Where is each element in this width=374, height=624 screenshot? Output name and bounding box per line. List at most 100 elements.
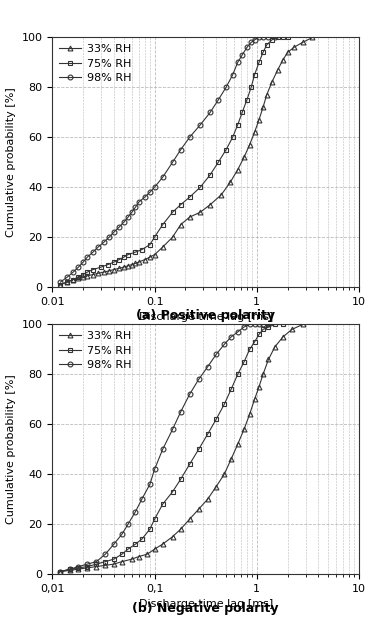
33% RH xyxy=(247,141,252,149)
98% RH xyxy=(261,34,265,41)
75% RH xyxy=(133,540,138,548)
33% RH xyxy=(81,273,85,281)
98% RH xyxy=(126,520,130,528)
75% RH xyxy=(122,253,126,261)
98% RH xyxy=(76,263,81,271)
75% RH xyxy=(178,475,183,483)
33% RH xyxy=(96,270,100,277)
75% RH xyxy=(261,326,265,333)
75% RH xyxy=(76,564,81,572)
75% RH xyxy=(198,183,203,191)
75% RH xyxy=(126,545,130,553)
75% RH xyxy=(148,241,152,248)
75% RH xyxy=(65,278,70,286)
98% RH xyxy=(71,268,76,276)
75% RH xyxy=(85,563,90,570)
75% RH xyxy=(58,281,63,288)
98% RH xyxy=(178,146,183,154)
75% RH xyxy=(133,248,138,256)
98% RH xyxy=(170,426,175,433)
75% RH xyxy=(99,263,103,271)
33% RH xyxy=(229,456,233,463)
33% RH xyxy=(252,129,257,136)
33% RH xyxy=(103,562,108,569)
33% RH xyxy=(292,44,296,51)
98% RH xyxy=(214,351,218,358)
75% RH xyxy=(257,59,261,66)
Text: (a) Positive polarity: (a) Positive polarity xyxy=(136,309,275,322)
75% RH xyxy=(91,266,95,273)
33% RH xyxy=(133,260,138,267)
75% RH xyxy=(71,276,76,283)
98% RH xyxy=(216,96,221,104)
33% RH xyxy=(252,396,257,403)
98% RH xyxy=(230,71,235,79)
33% RH xyxy=(170,233,175,241)
75% RH xyxy=(273,321,277,328)
33% RH xyxy=(310,34,315,41)
75% RH xyxy=(240,109,245,116)
75% RH xyxy=(285,34,290,41)
98% RH xyxy=(112,540,116,548)
98% RH xyxy=(208,109,212,116)
33% RH xyxy=(137,258,141,266)
98% RH xyxy=(205,363,210,371)
75% RH xyxy=(216,158,221,166)
98% RH xyxy=(236,59,240,66)
33% RH xyxy=(91,271,95,278)
Y-axis label: Cumulative probability [%]: Cumulative probability [%] xyxy=(6,87,16,237)
33% RH xyxy=(187,213,192,221)
Text: (b) Negative polarity: (b) Negative polarity xyxy=(132,602,279,615)
33% RH xyxy=(187,515,192,523)
75% RH xyxy=(257,331,261,338)
33% RH xyxy=(76,565,81,573)
98% RH xyxy=(126,213,130,221)
98% RH xyxy=(236,328,240,336)
98% RH xyxy=(130,208,134,216)
98% RH xyxy=(94,558,99,565)
98% RH xyxy=(261,321,265,328)
98% RH xyxy=(112,228,116,236)
33% RH xyxy=(266,356,271,363)
75% RH xyxy=(76,273,81,281)
33% RH xyxy=(178,221,183,228)
98% RH xyxy=(266,321,271,328)
98% RH xyxy=(81,258,85,266)
98% RH xyxy=(242,323,246,331)
33% RH xyxy=(219,191,224,198)
98% RH xyxy=(91,248,95,256)
33% RH xyxy=(137,553,141,560)
98% RH xyxy=(102,238,106,246)
33% RH xyxy=(85,272,90,280)
33% RH xyxy=(152,251,157,258)
98% RH xyxy=(133,203,138,211)
75% RH xyxy=(170,488,175,495)
75% RH xyxy=(160,221,165,228)
98% RH xyxy=(103,550,108,558)
33% RH xyxy=(222,470,227,478)
75% RH xyxy=(106,261,110,268)
33% RH xyxy=(270,79,274,86)
98% RH xyxy=(152,466,157,473)
Line: 75% RH: 75% RH xyxy=(58,35,290,287)
98% RH xyxy=(240,51,245,59)
98% RH xyxy=(122,218,126,226)
33% RH xyxy=(68,567,73,574)
75% RH xyxy=(112,258,116,266)
33% RH xyxy=(198,208,203,216)
33% RH xyxy=(120,558,124,565)
75% RH xyxy=(140,535,144,543)
98% RH xyxy=(266,34,271,41)
33% RH xyxy=(152,545,157,553)
75% RH xyxy=(261,49,265,56)
98% RH xyxy=(117,223,122,231)
75% RH xyxy=(81,271,85,278)
Line: 98% RH: 98% RH xyxy=(58,35,277,285)
75% RH xyxy=(196,446,201,453)
98% RH xyxy=(76,563,81,570)
33% RH xyxy=(214,483,218,490)
33% RH xyxy=(65,278,70,286)
Legend: 33% RH, 75% RH, 98% RH: 33% RH, 75% RH, 98% RH xyxy=(56,41,135,86)
33% RH xyxy=(112,266,116,273)
75% RH xyxy=(117,256,122,263)
